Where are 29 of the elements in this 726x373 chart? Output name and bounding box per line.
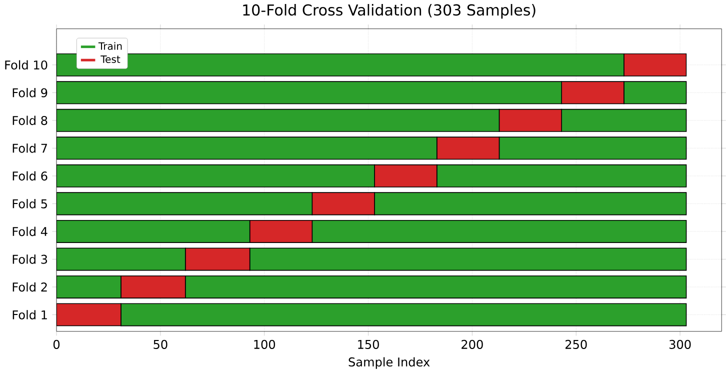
y-tick-label: Fold 10 (5, 60, 48, 70)
bar (56, 192, 313, 216)
y-tick-label: Fold 8 (12, 116, 48, 126)
bar (56, 248, 186, 271)
y-tick-label: Fold 4 (12, 226, 48, 236)
x-tick-label: 50 (154, 340, 168, 350)
bar (56, 108, 500, 132)
bar (56, 276, 122, 299)
bar (56, 220, 250, 244)
x-tick-label: 100 (254, 340, 276, 350)
bar (56, 136, 438, 160)
legend-label: Train (98, 42, 122, 50)
x-tick-label: 200 (462, 340, 483, 350)
y-tick-label: Fold 2 (12, 282, 47, 292)
x-axis-title: Sample Index (348, 357, 430, 369)
y-tick-label: Fold 9 (12, 88, 48, 98)
x-tick-label: 0 (53, 340, 60, 350)
chart-title: 10-Fold Cross Validation (303 Samples) (243, 4, 536, 19)
legend-label: Test (100, 56, 120, 64)
x-tick-label: 300 (669, 340, 691, 350)
y-tick-label: Fold 1 (12, 310, 47, 320)
y-tick-label: Fold 3 (12, 254, 48, 264)
y-tick-label: Fold 7 (12, 144, 47, 153)
x-tick-label: 150 (358, 340, 379, 350)
bar (56, 164, 375, 188)
x-tick-label: 250 (566, 340, 587, 350)
y-tick-label: Fold 5 (12, 199, 47, 208)
y-tick-label: Fold 6 (12, 171, 48, 181)
bar (56, 81, 562, 104)
